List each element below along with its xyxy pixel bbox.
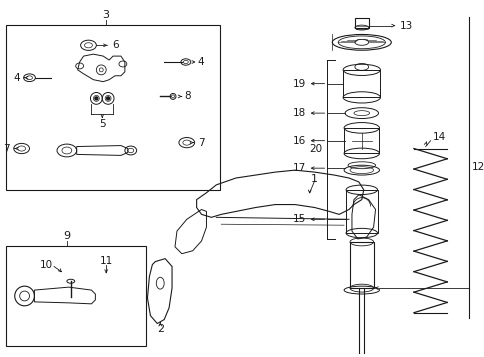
Text: 17: 17: [292, 163, 305, 173]
Text: 8: 8: [183, 91, 190, 101]
Text: 2: 2: [156, 325, 164, 335]
Text: 15: 15: [292, 214, 305, 224]
Text: 9: 9: [63, 231, 70, 241]
Bar: [349, 242, 373, 288]
Text: 16: 16: [292, 136, 305, 146]
Bar: [343, 128, 378, 154]
Text: 1: 1: [310, 174, 318, 184]
Bar: [6, 246, 146, 346]
Circle shape: [95, 97, 98, 100]
Text: 18: 18: [292, 108, 305, 118]
Text: 10: 10: [40, 260, 53, 270]
Text: 11: 11: [99, 256, 113, 266]
Text: 19: 19: [292, 79, 305, 89]
Text: 14: 14: [432, 132, 445, 142]
Circle shape: [106, 97, 109, 100]
Text: 13: 13: [399, 21, 412, 31]
Bar: [6, 25, 220, 190]
Text: 7: 7: [198, 137, 205, 147]
Bar: [342, 70, 379, 97]
Text: 20: 20: [309, 145, 322, 155]
Text: 12: 12: [471, 162, 484, 172]
Text: 4: 4: [13, 73, 20, 83]
Text: 3: 3: [103, 10, 109, 20]
Bar: [346, 190, 377, 233]
Text: 5: 5: [99, 119, 106, 129]
Text: 6: 6: [112, 40, 119, 50]
Text: 7: 7: [3, 144, 10, 154]
Text: 4: 4: [197, 57, 204, 67]
